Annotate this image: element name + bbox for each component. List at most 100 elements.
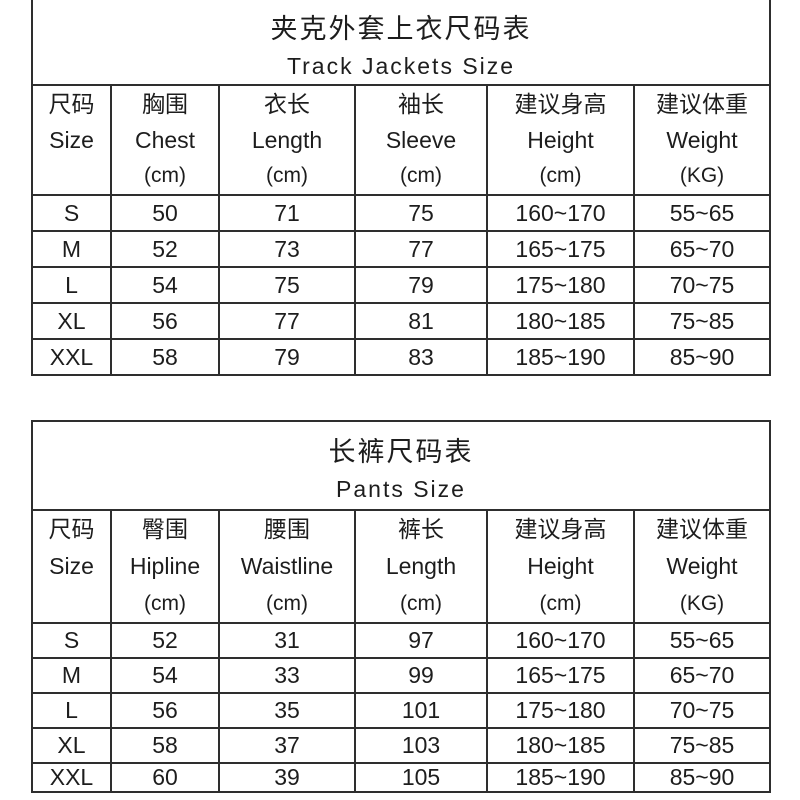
header-label-en: Length <box>385 553 457 579</box>
weight-cell: 65~70 <box>632 230 772 268</box>
pants-header-size: 尺码 Size <box>31 509 112 624</box>
jackets-row-xxl: XXL 58 79 83 185~190 85~90 <box>31 338 772 376</box>
header-label-en: Size <box>49 127 94 153</box>
pants-row-xl: XL 58 37 103 180~185 75~85 <box>31 727 771 764</box>
length-cell: 99 <box>354 657 488 694</box>
sleeve-cell: 75 <box>354 194 488 232</box>
header-label-en: Length <box>251 127 323 153</box>
size-cell: L <box>31 266 112 304</box>
pants-header-waistline: 腰围 Waistline (cm) <box>218 509 356 624</box>
length-cell: 97 <box>354 622 488 659</box>
header-unit: (cm) <box>266 164 308 187</box>
length-cell: 79 <box>218 338 356 376</box>
header-label-en: Sleeve <box>385 127 457 153</box>
header-unit: (cm) <box>266 592 308 615</box>
header-unit: (cm) <box>539 164 582 187</box>
pants-header-hipline: 臀围 Hipline (cm) <box>110 509 220 624</box>
chest-cell: 52 <box>110 230 220 268</box>
header-label-en: Weight <box>666 127 738 153</box>
jackets-header-sleeve: 袖长 Sleeve (cm) <box>354 84 488 196</box>
header-label-en: Hipline <box>129 553 201 579</box>
header-unit: (cm) <box>400 164 442 187</box>
pants-header-row: 尺码 Size 臀围 Hipline (cm) 腰围 Waistline (cm… <box>31 509 771 624</box>
pants-row-l: L 56 35 101 175~180 70~75 <box>31 692 771 729</box>
header-label-zh: 建议身高 <box>514 516 607 542</box>
length-cell: 101 <box>354 692 488 729</box>
size-cell: M <box>31 230 112 268</box>
header-label-zh: 建议体重 <box>656 516 748 542</box>
header-label-zh: 袖长 <box>398 91 444 117</box>
weight-cell: 70~75 <box>632 266 772 304</box>
hipline-cell: 52 <box>110 622 220 659</box>
height-cell: 165~175 <box>486 657 635 694</box>
jackets-row-m: M 52 73 77 165~175 65~70 <box>31 230 772 268</box>
pants-row-m: M 54 33 99 165~175 65~70 <box>31 657 771 694</box>
header-label-en: Waistline <box>240 553 334 579</box>
size-cell: XL <box>31 302 112 340</box>
jackets-row-l: L 54 75 79 175~180 70~75 <box>31 266 772 304</box>
jackets-size-table: 夹克外套上衣尺码表 Track Jackets Size 尺码 Size 胸围 … <box>30 0 772 376</box>
jackets-title-cell: 夹克外套上衣尺码表 Track Jackets Size <box>30 0 772 86</box>
pants-title-cell: 长裤尺码表 Pants Size <box>31 420 771 511</box>
hipline-cell: 54 <box>110 657 220 694</box>
header-label-en: Height <box>527 127 594 153</box>
header-label-zh: 建议体重 <box>656 91 749 117</box>
weight-cell: 70~75 <box>633 692 771 729</box>
hipline-cell: 56 <box>110 692 220 729</box>
weight-cell: 55~65 <box>633 622 771 659</box>
jackets-title-en: Track Jackets Size <box>286 52 516 79</box>
weight-cell: 65~70 <box>633 657 771 694</box>
header-unit: (cm) <box>400 592 442 615</box>
weight-cell: 75~85 <box>633 727 771 764</box>
header-label-zh: 尺码 <box>48 91 95 117</box>
header-unit <box>33 585 110 622</box>
header-label-zh: 臀围 <box>142 516 188 542</box>
height-cell: 175~180 <box>486 692 635 729</box>
weight-cell: 55~65 <box>632 194 772 232</box>
pants-header-height: 建议身高 Height (cm) <box>486 509 635 624</box>
jackets-title-row: 夹克外套上衣尺码表 Track Jackets Size <box>30 0 772 86</box>
waistline-cell: 37 <box>218 727 356 764</box>
pants-title-en: Pants Size <box>336 476 466 502</box>
jackets-header-chest: 胸围 Chest (cm) <box>110 84 220 196</box>
waistline-cell: 33 <box>218 657 356 694</box>
chest-cell: 50 <box>110 194 220 232</box>
header-label-zh: 胸围 <box>142 91 188 117</box>
chest-cell: 56 <box>110 302 220 340</box>
size-cell: S <box>31 194 112 232</box>
header-unit: (KG) <box>679 592 725 615</box>
jackets-row-xl: XL 56 77 81 180~185 75~85 <box>31 302 772 340</box>
header-unit: (cm) <box>539 592 582 615</box>
header-label-en: Chest <box>134 127 196 153</box>
height-cell: 160~170 <box>486 194 635 232</box>
height-cell: 180~185 <box>486 727 635 764</box>
pants-size-table: 长裤尺码表 Pants Size 尺码 Size 臀围 Hipline (cm)… <box>31 420 771 793</box>
size-cell: XXL <box>31 338 112 376</box>
header-label-zh: 裤长 <box>398 516 444 542</box>
height-cell: 185~190 <box>486 338 635 376</box>
sleeve-cell: 79 <box>354 266 488 304</box>
pants-title-zh: 长裤尺码表 <box>328 437 474 467</box>
header-unit: (cm) <box>144 164 186 187</box>
size-cell: S <box>31 622 112 659</box>
header-label-en: Weight <box>666 553 738 579</box>
size-cell: XL <box>31 727 112 764</box>
pants-header-weight: 建议体重 Weight (KG) <box>633 509 771 624</box>
sleeve-cell: 83 <box>354 338 488 376</box>
weight-cell: 85~90 <box>633 762 771 793</box>
height-cell: 160~170 <box>486 622 635 659</box>
header-label-zh: 建议身高 <box>514 91 607 117</box>
jackets-header-height: 建议身高 Height (cm) <box>486 84 635 196</box>
header-label-zh: 尺码 <box>48 516 95 542</box>
waistline-cell: 35 <box>218 692 356 729</box>
size-cell: M <box>31 657 112 694</box>
header-unit: (KG) <box>679 164 725 187</box>
jackets-header-size: 尺码 Size <box>31 84 112 196</box>
length-cell: 73 <box>218 230 356 268</box>
header-label-en: Height <box>527 553 594 579</box>
weight-cell: 75~85 <box>632 302 772 340</box>
height-cell: 175~180 <box>486 266 635 304</box>
height-cell: 180~185 <box>486 302 635 340</box>
header-unit: (cm) <box>144 592 186 615</box>
sleeve-cell: 77 <box>354 230 488 268</box>
